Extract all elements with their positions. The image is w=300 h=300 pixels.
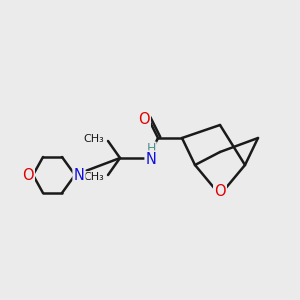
Text: N: N xyxy=(74,169,84,184)
Text: CH₃: CH₃ xyxy=(84,134,104,144)
Text: O: O xyxy=(214,184,226,200)
Text: CH₃: CH₃ xyxy=(84,172,104,182)
Text: N: N xyxy=(146,152,156,166)
Text: O: O xyxy=(22,167,34,182)
Text: H: H xyxy=(146,142,156,155)
Text: O: O xyxy=(138,112,150,128)
